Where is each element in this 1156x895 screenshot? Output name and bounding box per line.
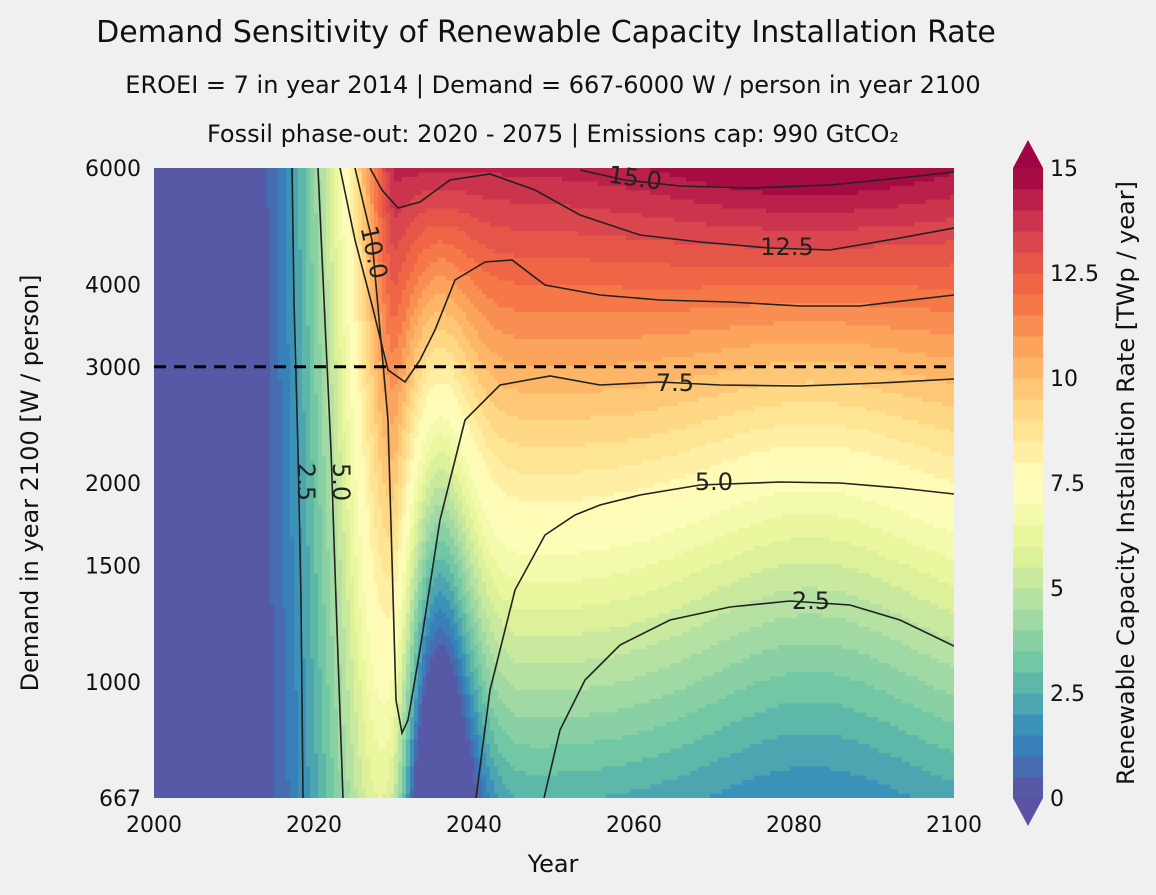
colorbar-band (1013, 336, 1043, 358)
colorbar-band (1013, 399, 1043, 421)
contour-line-7-5 (354, 168, 954, 736)
colorbar-band (1013, 210, 1043, 232)
contour-line-12-5 (369, 168, 954, 251)
x-tick-label: 2020 (286, 813, 342, 838)
colorbar-band (1013, 420, 1043, 442)
colorbar-band (1013, 693, 1043, 715)
colorbar-band (1013, 504, 1043, 526)
colorbar-band (1013, 777, 1043, 799)
colorbar-band (1013, 567, 1043, 589)
x-tick-label: 2000 (126, 813, 182, 838)
colorbar-band (1013, 525, 1043, 547)
y-axis-ticks: 667 1000 1500 2000 3000 4000 6000 (85, 157, 141, 812)
contour-label-2-5-right: 2.5 (792, 587, 830, 615)
colorbar-band (1013, 378, 1043, 400)
colorbar-extend-top (1013, 140, 1043, 168)
colorbar-band (1013, 672, 1043, 694)
colorbar-band (1013, 735, 1043, 757)
colorbar-tick-label: 5 (1050, 577, 1064, 602)
colorbar (1013, 140, 1043, 826)
colorbar-band (1013, 588, 1043, 610)
contour-label-7-5: 7.5 (656, 369, 694, 397)
contour-line-5-0-right (475, 481, 954, 798)
chart-subtitle-1: EROEI = 7 in year 2014 | Demand = 667-60… (125, 71, 980, 99)
colorbar-band (1013, 714, 1043, 736)
colorbar-tick-label: 10 (1050, 367, 1078, 392)
contour-label-5-0-right: 5.0 (695, 468, 733, 496)
y-tick-label: 667 (99, 787, 141, 812)
y-tick-label: 1000 (85, 671, 141, 696)
colorbar-tick-label: 15 (1050, 157, 1078, 182)
colorbar-band (1013, 273, 1043, 295)
contour-line-2-5-left (291, 168, 304, 798)
colorbar-band (1013, 357, 1043, 379)
x-tick-label: 2080 (766, 813, 822, 838)
colorbar-band (1013, 294, 1043, 316)
x-axis-ticks: 2000 2020 2040 2060 2080 2100 (126, 813, 982, 838)
chart-subtitle-2: Fossil phase-out: 2020 - 2075 | Emission… (207, 120, 899, 148)
colorbar-band (1013, 546, 1043, 568)
x-tick-label: 2060 (606, 813, 662, 838)
colorbar-band (1013, 462, 1043, 484)
colorbar-band (1013, 630, 1043, 652)
colorbar-band (1013, 189, 1043, 211)
contour-line-2-5-right (543, 600, 954, 798)
colorbar-band (1013, 168, 1043, 190)
contour-label-12-5: 12.5 (760, 233, 813, 261)
colorbar-tick-label: 2.5 (1050, 682, 1085, 707)
y-tick-label: 3000 (85, 356, 141, 381)
chart-title: Demand Sensitivity of Renewable Capacity… (96, 15, 996, 50)
y-tick-label: 1500 (85, 555, 141, 580)
colorbar-band (1013, 441, 1043, 463)
contour-line-10-0 (339, 168, 954, 384)
y-tick-label: 6000 (85, 157, 141, 182)
colorbar-tick-label: 0 (1050, 787, 1064, 812)
colorbar-band (1013, 252, 1043, 274)
x-tick-label: 2040 (446, 813, 502, 838)
colorbar-band (1013, 231, 1043, 253)
colorbar-band (1013, 483, 1043, 505)
y-tick-label: 4000 (85, 273, 141, 298)
contour-label-2-5-left: 2.5 (292, 463, 320, 501)
colorbar-band (1013, 756, 1043, 778)
contour-lines (291, 168, 954, 798)
colorbar-band (1013, 609, 1043, 631)
colorbar-ticks: 0 2.5 5 7.5 10 12.5 15 (1050, 157, 1099, 812)
contour-line-5-0-left (317, 168, 344, 798)
colorbar-tick-label: 12.5 (1050, 262, 1099, 287)
x-tick-label: 2100 (926, 813, 982, 838)
x-axis-label: Year (527, 850, 579, 878)
y-axis-label: Demand in year 2100 [W / person] (16, 275, 44, 692)
contour-label-5-0-left: 5.0 (327, 463, 355, 501)
colorbar-tick-label: 7.5 (1050, 472, 1085, 497)
colorbar-label: Renewable Capacity Installation Rate [TW… (1112, 181, 1140, 785)
y-tick-label: 2000 (85, 472, 141, 497)
colorbar-band (1013, 315, 1043, 337)
colorbar-extend-bottom (1013, 798, 1043, 826)
contour-line-15-0 (579, 169, 954, 189)
colorbar-band (1013, 651, 1043, 673)
